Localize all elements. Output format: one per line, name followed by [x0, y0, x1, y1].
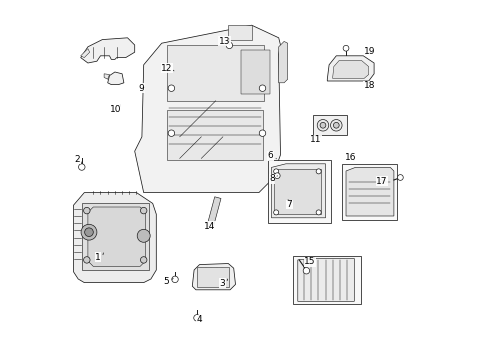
Text: 17: 17 [375, 177, 387, 186]
Polygon shape [107, 72, 123, 85]
Polygon shape [228, 25, 251, 40]
Circle shape [84, 228, 93, 237]
Text: 9: 9 [138, 84, 144, 93]
Bar [206, 197, 221, 228]
Circle shape [171, 276, 178, 283]
Text: 16: 16 [345, 153, 356, 162]
Circle shape [193, 315, 200, 321]
Text: 19: 19 [363, 46, 375, 55]
Text: 13: 13 [218, 37, 230, 46]
Text: 3: 3 [219, 279, 224, 288]
Text: 4: 4 [196, 315, 202, 324]
Polygon shape [81, 49, 89, 58]
Text: 5: 5 [163, 277, 168, 286]
Bar [241, 50, 269, 94]
Text: 12: 12 [161, 64, 172, 73]
Bar [274, 169, 321, 214]
Circle shape [316, 169, 321, 174]
Circle shape [397, 175, 403, 180]
Polygon shape [73, 193, 156, 283]
Text: 10: 10 [110, 104, 122, 114]
Text: 1: 1 [95, 253, 101, 262]
Circle shape [140, 257, 146, 263]
Polygon shape [104, 74, 109, 79]
Circle shape [316, 210, 321, 215]
Circle shape [168, 130, 174, 136]
Circle shape [343, 45, 348, 51]
Bar [167, 110, 262, 160]
Circle shape [140, 207, 146, 214]
Text: 6: 6 [267, 152, 273, 161]
Circle shape [320, 122, 325, 128]
Circle shape [225, 42, 232, 49]
Circle shape [168, 85, 174, 91]
Circle shape [333, 122, 339, 128]
Bar [267, 160, 330, 223]
Circle shape [259, 130, 265, 136]
Polygon shape [326, 56, 373, 81]
Circle shape [81, 224, 97, 240]
Circle shape [137, 229, 150, 242]
Text: 18: 18 [363, 81, 374, 90]
Circle shape [83, 257, 90, 263]
Text: 7: 7 [286, 200, 292, 209]
Polygon shape [297, 258, 354, 301]
Polygon shape [192, 264, 235, 290]
Circle shape [273, 169, 278, 174]
Circle shape [274, 173, 280, 179]
Bar [82, 203, 149, 270]
Circle shape [83, 207, 90, 214]
Text: 2: 2 [75, 154, 80, 163]
Circle shape [317, 120, 328, 131]
Text: 15: 15 [304, 257, 315, 266]
Circle shape [259, 85, 265, 91]
Bar [167, 45, 264, 101]
Bar [312, 115, 346, 135]
Text: 8: 8 [268, 174, 274, 183]
Polygon shape [134, 25, 280, 193]
Polygon shape [271, 164, 325, 218]
Polygon shape [346, 167, 393, 216]
Polygon shape [88, 207, 145, 266]
Circle shape [303, 267, 309, 274]
Polygon shape [278, 41, 287, 83]
Bar [292, 256, 361, 304]
Polygon shape [81, 38, 134, 63]
Bar [197, 267, 228, 287]
Text: 11: 11 [309, 135, 321, 144]
Circle shape [79, 164, 85, 170]
Circle shape [273, 210, 278, 215]
Circle shape [330, 120, 342, 131]
Text: 14: 14 [203, 222, 215, 231]
Polygon shape [332, 60, 368, 78]
Bar [341, 164, 397, 220]
